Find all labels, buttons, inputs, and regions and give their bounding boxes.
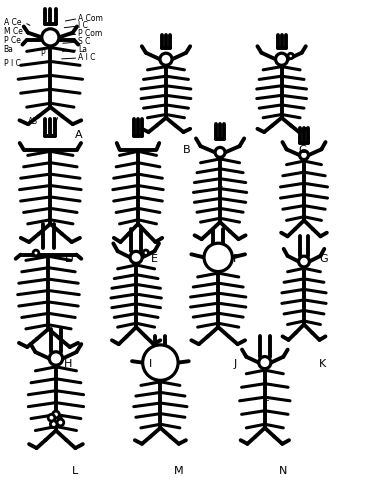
Text: Ba: Ba — [4, 46, 13, 54]
Ellipse shape — [204, 243, 232, 272]
Ellipse shape — [142, 345, 178, 380]
Ellipse shape — [299, 256, 309, 267]
Text: P I C: P I C — [4, 59, 21, 68]
Text: L: L — [72, 466, 78, 476]
Text: N: N — [279, 466, 287, 476]
Text: E: E — [151, 254, 158, 264]
Ellipse shape — [215, 148, 225, 158]
Text: A: A — [75, 130, 82, 140]
Ellipse shape — [48, 414, 55, 421]
Text: F: F — [233, 254, 239, 264]
Text: AS: AS — [28, 117, 38, 126]
Ellipse shape — [33, 250, 39, 256]
Text: *: * — [217, 184, 223, 194]
Ellipse shape — [55, 416, 62, 422]
Text: P Ce: P Ce — [4, 36, 21, 45]
Ellipse shape — [259, 356, 271, 368]
Text: G: G — [319, 254, 327, 264]
Ellipse shape — [50, 420, 57, 428]
Text: P: P — [40, 49, 44, 58]
Text: H: H — [64, 359, 72, 369]
Ellipse shape — [57, 419, 64, 426]
Text: ε: ε — [264, 394, 269, 403]
Text: D: D — [65, 254, 74, 264]
Ellipse shape — [49, 352, 63, 365]
Text: B: B — [183, 145, 190, 155]
Ellipse shape — [300, 150, 308, 160]
Text: M: M — [173, 466, 183, 476]
Text: V: V — [53, 117, 58, 126]
Text: J: J — [233, 359, 236, 369]
Text: I: I — [149, 359, 153, 369]
Text: La: La — [78, 46, 87, 54]
Ellipse shape — [288, 54, 294, 59]
Ellipse shape — [130, 252, 142, 264]
Text: M Ce: M Ce — [4, 27, 23, 36]
Text: I C: I C — [78, 22, 88, 30]
Ellipse shape — [160, 53, 172, 66]
Text: A Com: A Com — [78, 14, 103, 23]
Ellipse shape — [143, 250, 148, 256]
Text: S C: S C — [78, 38, 91, 46]
Text: P Com: P Com — [78, 30, 103, 38]
Text: A Ce: A Ce — [4, 18, 21, 27]
Text: A I C: A I C — [78, 54, 96, 62]
Text: C: C — [298, 145, 306, 155]
Ellipse shape — [42, 29, 59, 46]
Text: K: K — [319, 359, 326, 369]
Ellipse shape — [276, 53, 288, 66]
Ellipse shape — [53, 411, 59, 418]
